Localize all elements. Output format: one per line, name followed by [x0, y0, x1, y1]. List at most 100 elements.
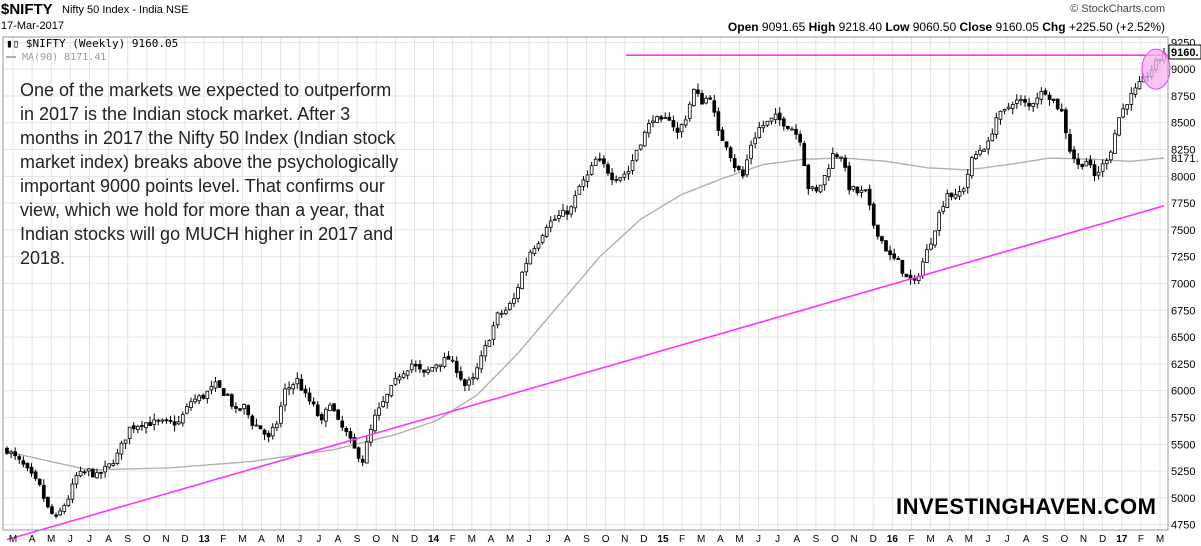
x-tick-label: M: [276, 534, 284, 545]
candle-body: [708, 97, 713, 100]
candle-body: [884, 240, 888, 252]
candle-body: [896, 258, 901, 260]
candle-body: [1031, 103, 1036, 107]
x-tick-label: M: [468, 534, 476, 545]
low-value: 9060.50: [912, 20, 957, 34]
candle-body: [720, 129, 725, 141]
candle-body: [532, 248, 537, 255]
candle-body: [279, 405, 283, 424]
x-tick-label: O: [143, 534, 151, 545]
candle-body: [74, 475, 79, 485]
candle-body: [1023, 99, 1027, 103]
candle-body: [508, 303, 512, 310]
brand-credit: © StockCharts.com: [1070, 3, 1165, 15]
ma-last-label: 8171.: [1171, 153, 1199, 165]
candle-body: [704, 97, 708, 104]
candle-body: [700, 93, 704, 105]
candle-body: [1006, 106, 1011, 110]
candle-body: [189, 401, 193, 408]
candle-body: [953, 194, 958, 199]
x-tick-label: A: [335, 534, 342, 545]
x-tick-label: M: [47, 534, 55, 545]
candle-body: [565, 210, 569, 215]
y-tick-label: 8000: [1171, 171, 1195, 183]
candle-body: [790, 128, 794, 131]
candle-body: [1104, 160, 1109, 165]
candle-body: [405, 370, 410, 376]
annotation-text: One of the markets we expected to outper…: [20, 80, 399, 268]
candle-body: [822, 175, 827, 186]
candle-body: [258, 425, 263, 430]
x-tick-label: D: [411, 534, 418, 545]
candle-body: [536, 243, 541, 249]
y-tick-label: 8750: [1171, 91, 1195, 103]
candle-body: [164, 419, 169, 422]
candle-body: [103, 465, 107, 473]
candle-body: [242, 404, 246, 410]
candle-body: [540, 235, 545, 244]
x-tick-label: J: [756, 534, 761, 545]
x-tick-label: A: [488, 534, 495, 545]
candle-body: [491, 325, 496, 340]
candle-body: [381, 401, 385, 407]
candle-body: [401, 373, 406, 378]
open-label: Open: [727, 20, 759, 34]
candle-body: [920, 261, 925, 277]
candle-body: [291, 384, 296, 390]
x-tick-label: 17: [1116, 534, 1128, 545]
x-tick-label: S: [583, 534, 590, 545]
candle-body: [463, 379, 467, 387]
candle-body: [1043, 90, 1048, 95]
candle-body: [152, 419, 157, 425]
candle-body: [446, 355, 451, 360]
candle-body: [553, 218, 557, 221]
chart-instrument-name: Nifty 50 Index - India NSE: [62, 4, 189, 16]
candle-body: [86, 468, 91, 472]
candle-body: [961, 188, 966, 192]
candle-body: [119, 442, 124, 455]
candle-body: [655, 116, 659, 123]
x-tick-label: A: [793, 534, 800, 545]
candle-body: [438, 364, 443, 367]
chart-axes: 4750 5000 5250 5500 5750 6000 6250 6500 6750 7000…: [2, 36, 1201, 545]
candle-body: [495, 312, 500, 326]
candle-body: [1080, 163, 1085, 168]
candles-layer: [5, 47, 1166, 519]
candle-body: [1002, 109, 1007, 112]
candle-body: [826, 168, 831, 178]
candle-body: [634, 149, 639, 161]
candle-body: [880, 236, 884, 242]
x-tick-label: M: [735, 534, 743, 545]
candle-body: [749, 144, 753, 159]
y-tick-label: 6750: [1171, 305, 1195, 317]
low-label: Low: [885, 20, 910, 34]
candle-body: [659, 116, 663, 120]
candle-body: [1072, 149, 1076, 159]
candle-body: [78, 470, 83, 477]
candle-body: [724, 141, 729, 148]
candle-body: [238, 408, 242, 411]
candle-body: [561, 209, 565, 217]
candle-body: [1137, 81, 1142, 90]
candle-body: [450, 359, 455, 362]
candle-body: [360, 458, 365, 463]
candle-body: [311, 401, 316, 405]
candle-body: [1096, 171, 1101, 176]
x-tick-label: J: [985, 534, 990, 545]
candle-body: [356, 447, 361, 459]
candle-body: [209, 386, 214, 391]
candlestick-icon: ▮▯: [6, 37, 20, 50]
candle-body: [839, 156, 843, 159]
x-tick-label: M: [697, 534, 705, 545]
chg-value: +225.50 (+2.52%): [1068, 20, 1165, 34]
candle-body: [949, 192, 954, 198]
candle-body: [847, 165, 852, 191]
candle-body: [299, 378, 304, 391]
candle-body: [683, 119, 688, 126]
candle-body: [512, 298, 516, 304]
candle-body: [577, 186, 582, 195]
candle-body: [610, 172, 614, 181]
x-tick-label: O: [1061, 534, 1069, 545]
line-swatch-icon: [6, 56, 16, 58]
